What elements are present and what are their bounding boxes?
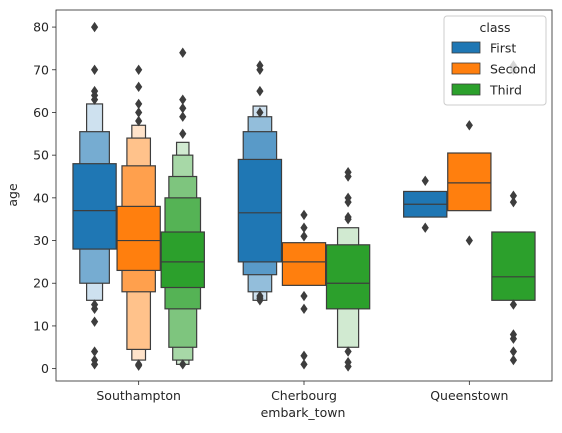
y-tick-label: 50	[33, 148, 49, 163]
boxen-level	[116, 205, 161, 272]
outlier-point	[344, 196, 352, 208]
legend-swatch	[451, 62, 481, 75]
boxes-layer	[72, 21, 536, 372]
y-tick-label: 10	[33, 318, 49, 333]
outlier-point	[135, 81, 143, 93]
outlier-point	[300, 290, 308, 302]
y-tick-label: 20	[33, 276, 49, 291]
legend-label: First	[490, 41, 516, 56]
outlier-point	[421, 222, 429, 233]
y-tick-label: 70	[33, 62, 49, 77]
outlier-point	[300, 303, 308, 315]
legend-swatch	[451, 83, 481, 96]
boxen-third-southampton	[160, 47, 205, 370]
outlier-point	[344, 361, 352, 372]
outlier-point	[179, 128, 187, 140]
boxen-first-cherbourg	[237, 60, 283, 306]
outlier-point	[465, 120, 473, 131]
x-tick-label: Queenstown	[430, 388, 508, 403]
outlier-point	[509, 354, 518, 366]
y-tick-label: 0	[41, 361, 49, 376]
legend-items: First Second Third	[451, 41, 536, 98]
outlier-point	[179, 111, 187, 122]
boxen-third-queenstown	[491, 60, 536, 366]
boxen-first-queenstown	[403, 175, 448, 233]
y-axis: 0 10 20 30 40 50 60 70 80	[33, 20, 56, 376]
y-tick-label: 40	[33, 190, 49, 205]
outlier-point	[300, 359, 308, 370]
outlier-point	[256, 107, 264, 118]
boxen-level	[281, 242, 327, 286]
outlier-point	[179, 359, 187, 370]
outlier-point	[90, 316, 99, 327]
legend-title: class	[479, 20, 510, 35]
outlier-point	[509, 333, 518, 344]
boxen-level	[72, 163, 117, 250]
outlier-point	[344, 346, 352, 357]
outlier-point	[179, 102, 187, 114]
outlier-point	[256, 64, 264, 75]
outlier-point	[509, 190, 518, 201]
outlier-point	[344, 213, 352, 225]
outlier-point	[135, 115, 143, 127]
outlier-point	[90, 64, 99, 75]
legend-frame	[443, 15, 547, 106]
x-axis: Southampton Cherbourg Queenstown	[96, 381, 508, 403]
x-axis-label: embark_town	[261, 405, 346, 420]
outlier-point	[300, 209, 308, 221]
outlier-point	[300, 222, 308, 233]
outlier-point	[509, 196, 518, 208]
outlier-point	[509, 299, 518, 310]
boxen-first-southampton	[72, 21, 117, 370]
outlier-point	[344, 171, 352, 182]
y-tick-label: 30	[33, 233, 49, 248]
outlier-point	[135, 98, 143, 110]
outlier-point	[90, 359, 99, 370]
outlier-point	[256, 85, 264, 97]
legend-label: Second	[490, 62, 536, 77]
outlier-point	[90, 346, 99, 357]
outlier-point	[135, 107, 143, 118]
outlier-point	[179, 47, 187, 58]
boxen-second-southampton	[116, 64, 161, 371]
outlier-point	[135, 64, 143, 75]
outlier-point	[300, 350, 308, 362]
boxen-second-cherbourg	[281, 209, 327, 370]
legend-label: Third	[489, 83, 522, 98]
boxen-level	[237, 158, 283, 263]
outlier-point	[256, 295, 264, 306]
outlier-point	[90, 94, 99, 105]
outlier-point	[90, 303, 99, 315]
outlier-point	[179, 94, 187, 105]
boxen-level	[160, 231, 205, 289]
plot-frame	[55, 9, 553, 382]
legend-swatch	[451, 41, 481, 54]
boxen-third-cherbourg	[325, 167, 371, 372]
y-tick-label: 80	[33, 20, 49, 35]
outlier-point	[135, 360, 143, 371]
boxen-second-queenstown	[447, 120, 492, 246]
outlier-point	[421, 175, 429, 186]
y-axis-label: age	[5, 183, 20, 207]
outlier-point	[90, 21, 99, 33]
outlier-point	[465, 235, 473, 246]
y-tick-label: 60	[33, 105, 49, 120]
x-tick-label: Cherbourg	[271, 388, 337, 403]
x-tick-label: Southampton	[96, 388, 181, 403]
boxen-level	[447, 152, 492, 212]
boxen-level	[491, 231, 536, 301]
boxen-level	[325, 244, 371, 310]
outlier-point	[300, 231, 308, 242]
legend: class First Second Third	[443, 15, 547, 106]
outlier-point	[509, 346, 518, 357]
